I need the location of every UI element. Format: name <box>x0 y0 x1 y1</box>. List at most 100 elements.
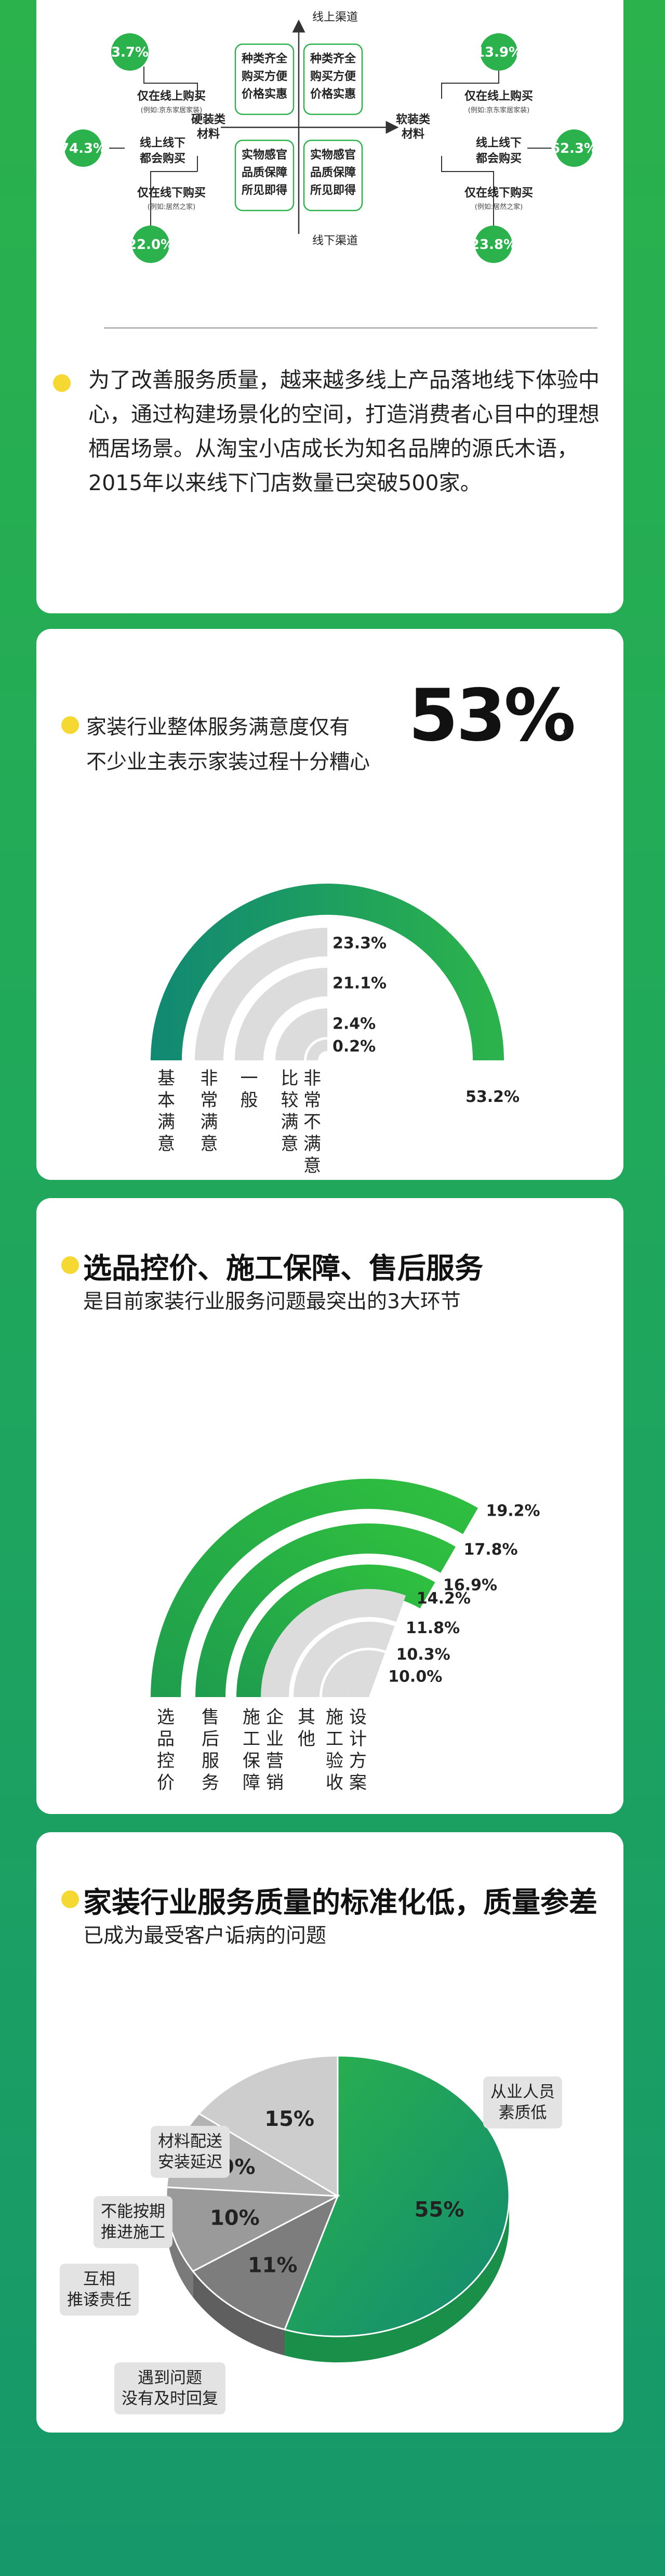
channel-diagram: 种类齐全购买方便价格实惠种类齐全购买方便价格实惠实物感官品质保障所见即得实物感官… <box>60 11 597 263</box>
channel-paragraph: 为了改善服务质量，越来越多线上产品落地线下体验中心，通过构建场景化的空间，打造消… <box>88 367 600 495</box>
quadrant-text: 实物感官品质保障所见即得 <box>310 148 356 197</box>
sat-value-label: 0.2% <box>332 1037 376 1056</box>
prob-category-label: 设 计 方 案 <box>349 1707 367 1793</box>
bullet-dot <box>61 1256 79 1274</box>
share-label: 仅在线下购买 <box>464 186 533 200</box>
pie-side-0 <box>285 2196 509 2362</box>
left-axis-text: 硬装类材料 <box>191 113 226 141</box>
bullet-dot <box>61 1890 79 1908</box>
sat-bar-0 <box>151 884 504 1061</box>
share-label: 线上线下都会购买 <box>139 136 185 165</box>
prob-bar-2 <box>236 1565 435 1698</box>
sat-category-label: 非 常 不 满 意 <box>303 1068 321 1176</box>
prob-value-label: 19.2% <box>486 1502 540 1520</box>
share-value: 23.8% <box>470 237 517 253</box>
sat-category-label: 非 常 满 意 <box>200 1068 218 1154</box>
pie-value-label: 11% <box>248 2253 298 2277</box>
pie-category-label: 从业人员 素质低 <box>483 2076 562 2128</box>
quadrant-box-bl <box>234 139 295 212</box>
share-label: 仅在线上购买 <box>464 89 533 103</box>
right-axis-label: 软装类材料 <box>396 113 431 141</box>
share-value: 74.3% <box>60 141 107 156</box>
pie-side-1 <box>193 2271 285 2356</box>
sat-bar-3 <box>275 1008 328 1061</box>
quadrant-box-tr <box>303 43 363 115</box>
satisfaction-headline: 家装行业整体服务满意度仅有 <box>86 716 350 739</box>
sat-bar-2 <box>235 968 328 1061</box>
satisfaction-radial-chart: 53.2% 23.3% 21.1% 2.4% 0.2% <box>151 884 520 1106</box>
pie-slice-1 <box>192 2194 339 2331</box>
prob-bar-4 <box>294 1622 395 1698</box>
pie-category-label: 不能按期 推进施工 <box>94 2196 172 2248</box>
quality-title: 家装行业服务质量的标准化低，质量参差 <box>83 1886 598 1919</box>
satisfaction-subline: 不少业主表示家装过程十分糟心 <box>86 751 370 774</box>
top-axis-label: 线上渠道 <box>312 11 358 24</box>
prob-value-label: 10.0% <box>388 1667 442 1686</box>
sat-category-label: 基 本 满 意 <box>157 1068 175 1154</box>
pie-category-label: 遇到问题 没有及时回复 <box>114 2362 225 2414</box>
bullet-dot <box>61 716 79 734</box>
sat-value-label: 53.2% <box>466 1088 520 1106</box>
share-label: 仅在线下购买 <box>137 186 206 200</box>
sat-category-label: 比 较 满 意 <box>281 1068 299 1154</box>
prob-category-label: 其 他 <box>298 1707 315 1750</box>
prob-bar-0 <box>151 1479 478 1698</box>
prob-bar-1 <box>195 1523 456 1698</box>
quality-card: 家装行业服务质量的标准化低，质量参差 已成为最受客户诟病的问题 55% 11% 10… <box>36 1832 623 2433</box>
quality-subline: 已成为最受客户诟病的问题 <box>83 1924 327 1948</box>
quadrant-text: 种类齐全购买方便价格实惠 <box>242 52 288 101</box>
quadrant-box-br <box>303 139 363 212</box>
prob-value-label: 11.8% <box>406 1619 460 1637</box>
sat-bar-1 <box>195 928 328 1061</box>
connector-line <box>441 67 499 99</box>
share-value: 62.3% <box>551 141 597 156</box>
pie-value-label: 10% <box>210 2206 260 2230</box>
bullet-dot <box>53 374 71 392</box>
share-note: (例如:京东家居家装) <box>141 106 203 114</box>
prob-value-label: 14.2% <box>417 1589 471 1608</box>
connector-line <box>150 171 197 228</box>
share-note: (例如:京东家居家装) <box>468 106 530 114</box>
sat-value-label: 23.3% <box>332 935 387 953</box>
divider <box>104 327 597 328</box>
quadrant-box-tl <box>234 43 295 115</box>
prob-bar-6 <box>347 1675 377 1698</box>
share-value: 13.9% <box>475 45 522 60</box>
share-circle <box>132 226 169 263</box>
share-note: (例如:居然之家) <box>475 203 523 211</box>
share-note: (例如:居然之家) <box>148 203 196 211</box>
share-label: 仅在线上购买 <box>137 89 206 103</box>
prob-bar-3 <box>261 1589 406 1698</box>
share-circle <box>480 33 517 71</box>
problems-radial-chart: 19.2% 17.8% 16.9%14.2% 11.8% 10.3% 10.0% <box>151 1479 540 1698</box>
satisfaction-headline-post: ， <box>560 716 581 739</box>
prob-category-label: 施 工 验 收 <box>326 1707 343 1793</box>
left-axis-label: 硬装类材料 <box>191 113 226 141</box>
prob-value-label: 16.9% <box>443 1576 497 1594</box>
right-axis-text: 软装类材料 <box>396 113 431 141</box>
share-circle <box>64 129 102 167</box>
sat-value-label: 2.4% <box>332 1015 376 1033</box>
pie-category-label: 互相 推诿责任 <box>60 2264 139 2316</box>
quality-pie-chart: 55%11%10%9%15% <box>165 2055 510 2362</box>
prob-category-label: 售 后 服 务 <box>202 1707 219 1793</box>
quadrant-text: 种类齐全购买方便价格实惠 <box>310 52 356 101</box>
problems-card: 选品控价、施工保障、售后服务 是目前家装行业服务问题最突出的3大环节 19.2%… <box>36 1198 623 1814</box>
pie-slice-4 <box>197 2055 339 2198</box>
share-circle <box>475 226 512 263</box>
problems-subline: 是目前家装行业服务问题最突出的3大环节 <box>83 1290 461 1313</box>
satisfaction-big-value: 53% <box>408 674 576 757</box>
prob-category-label: 选 品 控 价 <box>157 1707 175 1793</box>
prob-bar-5 <box>322 1650 385 1698</box>
connector-line <box>143 67 198 99</box>
prob-value-label: 10.3% <box>396 1646 450 1664</box>
satisfaction-card: 家装行业整体服务满意度仅有 53% ， 不少业主表示家装过程十分糟心 53.2%… <box>36 629 623 1180</box>
share-circle <box>555 129 593 167</box>
problems-title: 选品控价、施工保障、售后服务 <box>83 1252 484 1285</box>
share-circle <box>111 33 149 71</box>
sat-bar-4 <box>307 1040 328 1061</box>
pie-side-2 <box>166 2196 193 2297</box>
prob-category-label: 企 业 营 销 <box>266 1707 284 1793</box>
share-value: 3.7% <box>111 45 149 60</box>
share-label: 线上线下都会购买 <box>475 136 522 165</box>
